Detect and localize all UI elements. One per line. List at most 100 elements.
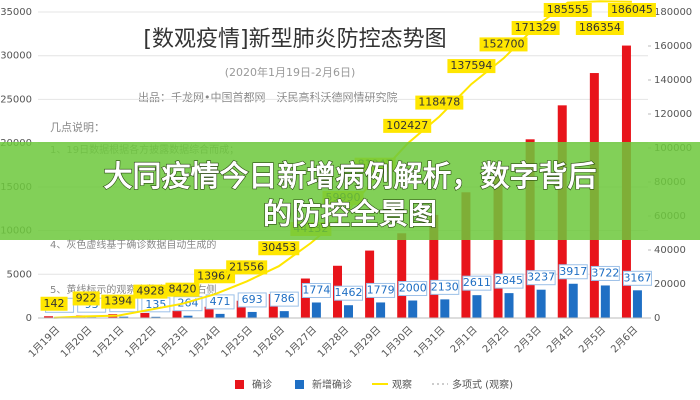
bar — [440, 299, 450, 318]
bar — [172, 310, 182, 318]
label-box — [494, 273, 524, 289]
bar — [204, 306, 214, 318]
y2-tick-label: 20000 — [654, 279, 686, 290]
source: 出品：千龙网•中国首都网 沃民高科沃德网情研究院 — [138, 90, 398, 104]
bar — [600, 285, 610, 318]
label-box — [430, 279, 460, 295]
label-box — [575, 21, 624, 35]
chart-title: [数观疫情]新型肺炎防控态势图 — [143, 27, 446, 52]
data-label: 922 — [76, 291, 97, 304]
label-box — [526, 270, 556, 286]
x-tick-label: 1月29日 — [347, 324, 383, 360]
y-tick-label: 35000 — [0, 7, 32, 18]
bar — [236, 300, 246, 318]
label-box — [133, 284, 168, 299]
chart-subtitle: (2020年1月19日-2月6日) — [225, 65, 356, 79]
label-box — [462, 275, 492, 291]
bar — [568, 283, 578, 318]
bar — [151, 316, 161, 318]
data-label: 102427 — [386, 119, 428, 132]
y-tick-label: 5000 — [7, 269, 32, 280]
x-tick-label: 1月20日 — [58, 324, 94, 360]
data-label: 8420 — [168, 283, 196, 296]
bar — [215, 313, 225, 318]
bar — [311, 302, 321, 318]
x-tick-label: 1月25日 — [219, 324, 255, 360]
y2-tick-label: 120000 — [654, 109, 692, 120]
data-label: 137594 — [450, 59, 492, 72]
data-label: 3917 — [559, 265, 587, 278]
data-label: 3167 — [623, 271, 651, 284]
bar — [140, 313, 150, 318]
label-box — [258, 241, 300, 256]
legend-swatch — [295, 380, 304, 389]
data-label: 786 — [274, 292, 295, 305]
banner-text: 大同疫情今日新增病例解析，数字背后 — [103, 159, 596, 193]
data-label: 118478 — [418, 96, 460, 109]
data-label: 185555 — [547, 3, 589, 16]
label-box — [269, 291, 299, 307]
data-label: 186045 — [611, 3, 653, 16]
data-label: 4928 — [136, 285, 164, 298]
label-box — [415, 95, 464, 110]
data-label: 3237 — [527, 271, 555, 284]
data-label: 171329 — [515, 21, 557, 34]
x-tick-label: 2月1日 — [448, 324, 480, 356]
data-label: 2611 — [463, 276, 491, 289]
x-tick-label: 1月22日 — [122, 324, 158, 360]
y2-tick-label: 160000 — [654, 41, 692, 52]
bar — [493, 167, 503, 318]
label-box — [194, 269, 236, 284]
y2-tick-label: 0 — [654, 313, 660, 324]
x-tick-label: 1月27日 — [283, 324, 319, 360]
bar — [536, 289, 546, 318]
data-label: 471 — [210, 295, 231, 308]
y-tick-label: 0 — [26, 313, 32, 324]
x-tick-label: 1月26日 — [251, 324, 287, 360]
data-label: 30453 — [261, 241, 296, 254]
bar — [247, 311, 257, 318]
label-box — [590, 265, 620, 281]
data-label: 2000 — [399, 282, 427, 295]
bar — [119, 316, 129, 318]
bar — [429, 214, 439, 318]
bar — [408, 300, 418, 318]
data-label: 3722 — [591, 266, 619, 279]
x-tick-label: 1月31日 — [411, 324, 447, 360]
bar — [376, 302, 386, 318]
label-box — [558, 264, 588, 280]
note: 4、灰色虚线基于确诊数据自动生成的 — [50, 238, 216, 251]
bar — [504, 293, 514, 318]
bar — [472, 295, 482, 318]
label-box — [543, 3, 592, 17]
x-tick-label: 2月3日 — [512, 324, 544, 356]
label-box — [205, 294, 235, 310]
x-tick-label: 2月6日 — [609, 324, 641, 356]
x-tick-label: 2月2日 — [480, 324, 512, 356]
label-box — [72, 291, 100, 306]
data-label: 13967 — [197, 269, 232, 282]
label-box — [383, 118, 432, 133]
bar — [300, 278, 310, 318]
data-label: 1462 — [334, 286, 362, 299]
x-tick-label: 1月24日 — [187, 324, 223, 360]
label-box — [101, 294, 136, 309]
bar — [183, 315, 193, 318]
label-box — [447, 59, 496, 74]
label-box — [366, 282, 396, 298]
bar — [397, 233, 407, 318]
label-box — [622, 270, 652, 286]
y2-tick-label: 180000 — [654, 7, 692, 18]
x-tick-label: 1月23日 — [155, 324, 191, 360]
legend-label: 确诊 — [252, 378, 272, 391]
banner-band — [0, 142, 700, 240]
data-label: 2130 — [431, 280, 459, 293]
x-tick-label: 1月19日 — [26, 324, 62, 360]
x-tick-label: 2月4日 — [544, 324, 576, 356]
legend-label: 多项式 (观察) — [452, 378, 513, 391]
data-label: 1774 — [302, 283, 330, 296]
x-tick-label: 2月5日 — [576, 324, 608, 356]
banner-text: 的防控全景图 — [263, 197, 437, 231]
data-label: 1394 — [104, 295, 132, 308]
label-box — [479, 37, 528, 52]
